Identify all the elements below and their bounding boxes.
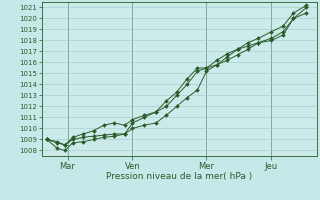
X-axis label: Pression niveau de la mer( hPa ): Pression niveau de la mer( hPa ): [106, 172, 252, 181]
